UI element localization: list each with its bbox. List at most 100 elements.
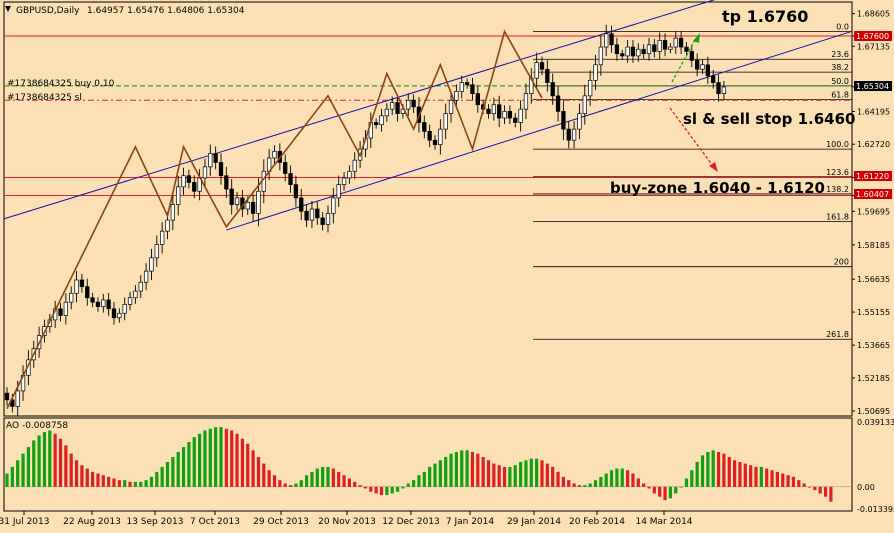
time-tick-label: 7 Jan 2014	[446, 517, 494, 527]
price-tick-label: 1.62720	[857, 140, 890, 149]
ao-bar	[674, 486, 678, 494]
bear-candle	[684, 46, 689, 52]
bull-candle	[170, 204, 176, 221]
ao-bar	[283, 483, 287, 487]
ao-bar	[64, 445, 68, 487]
bear-candle	[374, 122, 379, 126]
bear-candle	[705, 64, 710, 77]
bull-candle	[165, 219, 170, 232]
bear-candle	[497, 104, 502, 119]
ao-bar	[508, 466, 512, 487]
ao-bar	[171, 456, 175, 487]
ao-bar	[802, 483, 806, 487]
horizontal-lines[interactable]	[4, 35, 852, 196]
bull-candle	[143, 270, 149, 283]
bear-candle	[539, 62, 545, 70]
bull-candle	[668, 46, 673, 50]
bull-candle	[502, 111, 507, 119]
ao-bar	[706, 451, 710, 487]
bear-candle	[513, 117, 518, 123]
ao-bar	[572, 483, 576, 487]
up-arrow[interactable]	[671, 37, 697, 83]
bull-candle	[336, 184, 341, 199]
ao-bar	[551, 466, 555, 487]
ao-bar	[716, 451, 721, 487]
fib-label: 50.0	[831, 77, 849, 86]
bear-candle	[85, 286, 90, 299]
ao-bar	[198, 433, 202, 487]
bear-candle	[694, 60, 700, 70]
ao-bar	[406, 483, 410, 487]
ao-bar	[460, 450, 464, 487]
collapse-triangle-icon[interactable]	[5, 6, 11, 12]
bull-candle	[646, 44, 652, 55]
time-tick-label: 20 Feb 2014	[569, 517, 625, 527]
ao-bar	[727, 456, 731, 487]
ao-bar	[187, 442, 191, 487]
bear-candle	[4, 392, 10, 401]
ao-bar	[749, 465, 753, 487]
stop-loss-label: #1738684325 sl	[7, 93, 82, 103]
ao-bar	[502, 466, 507, 487]
bull-candle	[176, 186, 181, 205]
bear-candle	[192, 182, 197, 192]
fib-label: 100.0	[826, 140, 849, 149]
bear-candle	[213, 153, 218, 163]
lower-buy-price-tag	[854, 189, 892, 199]
tp-annotation[interactable]: tp 1.6760	[722, 7, 808, 26]
time-tick-label: 14 Mar 2014	[635, 517, 692, 527]
ao-bar	[770, 470, 774, 487]
bear-candle	[229, 188, 234, 205]
bear-candle	[422, 122, 427, 132]
ao-bar	[583, 485, 587, 487]
sell-stop-annotation[interactable]: sl & sell stop 1.6460	[683, 110, 855, 128]
ao-bar	[112, 478, 116, 487]
bear-candle	[288, 173, 293, 185]
bull-candle	[331, 197, 336, 214]
ao-bar	[454, 451, 458, 487]
buy-zone-annotation[interactable]: buy-zone 1.6040 - 1.6120	[610, 179, 825, 197]
up-arrow-head	[693, 33, 700, 43]
down-arrow[interactable]	[669, 107, 714, 167]
bull-candle	[133, 290, 138, 299]
ao-bar	[797, 480, 801, 487]
buy-order-label: #1738684325 buy 0.10	[7, 79, 115, 89]
fib-label: 38.2	[831, 63, 849, 72]
ao-bar	[101, 475, 105, 487]
ao-bar	[379, 486, 384, 496]
bear-candle	[293, 184, 299, 199]
trend-channel[interactable]	[3, 0, 853, 231]
bull-candle	[149, 257, 154, 272]
bull-candle	[256, 190, 261, 214]
time-tick-label: 29 Oct 2013	[253, 517, 309, 527]
time-tick-label: 13 Sep 2013	[126, 517, 183, 527]
bull-candle	[208, 153, 213, 168]
channel-upper-line[interactable]	[3, 0, 852, 220]
ao-bar	[438, 460, 442, 487]
ao-bar	[214, 427, 218, 487]
ao-bar	[107, 476, 111, 487]
ao-bar	[476, 453, 480, 487]
bear-candle	[79, 279, 85, 288]
channel-lower-line[interactable]	[226, 30, 853, 231]
ao-bar	[642, 483, 646, 487]
ao-bar	[470, 451, 475, 487]
bear-candle	[111, 308, 117, 319]
bear-candle	[395, 102, 400, 114]
ao-bar	[684, 478, 689, 487]
price-tick-label: 1.56635	[857, 275, 890, 284]
ao-bar	[829, 486, 833, 502]
bear-candle	[304, 210, 309, 221]
ao-bar	[636, 478, 640, 487]
forecast-arrows[interactable]	[669, 33, 718, 172]
price-tick-label: 1.67135	[857, 42, 890, 51]
ao-bar	[465, 450, 469, 487]
ao-bar	[337, 471, 341, 487]
ao-bar	[42, 432, 47, 487]
bear-candle	[186, 175, 192, 183]
bear-candle	[678, 37, 684, 48]
fib-label: 0.0	[836, 23, 849, 32]
fibonacci-levels[interactable]: 0.0 23.6 38.2 50.0 61.8 100.0 123.6 138.2 161.8 2…	[533, 23, 852, 340]
ao-bar	[230, 430, 234, 487]
